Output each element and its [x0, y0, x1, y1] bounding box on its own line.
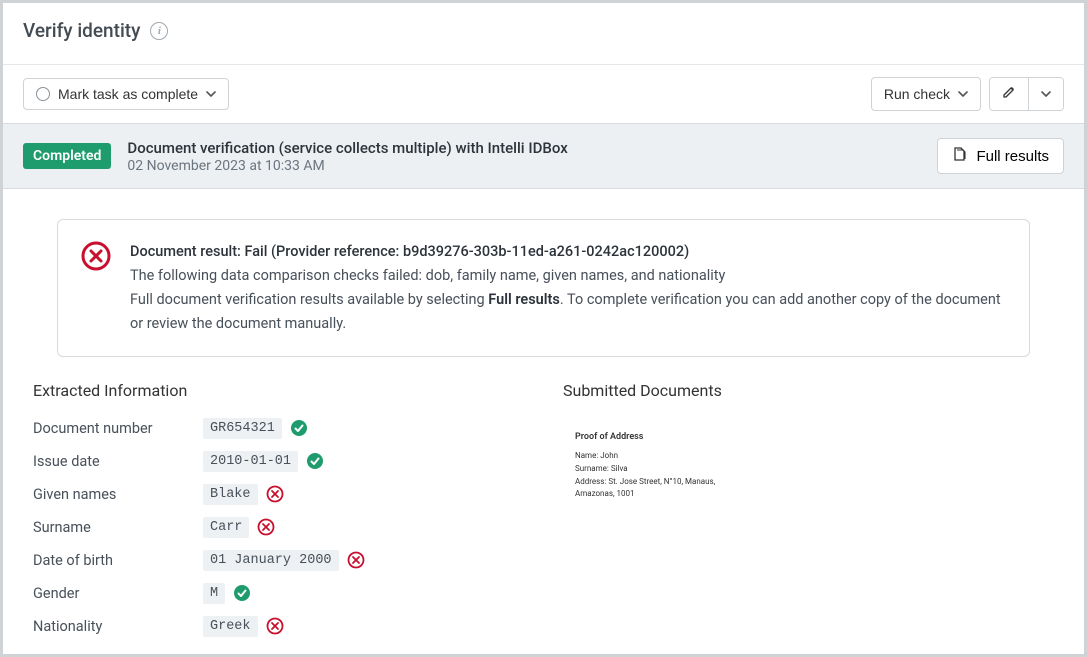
alert-line1: The following data comparison checks fai… [130, 264, 1007, 288]
result-alert: Document result: Fail (Provider referenc… [57, 219, 1030, 357]
edit-button[interactable] [990, 78, 1028, 110]
document-icon [952, 146, 968, 166]
field-row: Issue date2010-01-01 [33, 445, 523, 478]
status-title: Document verification (service collects … [127, 139, 567, 157]
chevron-down-icon [1041, 89, 1051, 99]
check-pass-icon [233, 584, 251, 602]
field-label: Nationality [33, 618, 203, 635]
field-value: Greek [203, 616, 258, 637]
field-row: GenderM [33, 577, 523, 610]
field-label: Gender [33, 585, 203, 602]
status-date: 02 November 2023 at 10:33 AM [127, 158, 567, 174]
edit-dropdown-button[interactable] [1028, 78, 1063, 110]
toolbar: Mark task as complete Run check [3, 65, 1084, 123]
pencil-icon [1002, 85, 1016, 103]
chevron-down-icon [958, 89, 968, 99]
radio-icon [36, 87, 50, 101]
page-title: Verify identity [23, 19, 140, 42]
field-row: Document numberGR654321 [33, 412, 523, 445]
info-icon[interactable]: i [150, 22, 168, 40]
document-thumbnail[interactable]: Proof of Address Name: John Surname: Sil… [563, 412, 753, 520]
status-badge: Completed [23, 143, 111, 169]
full-results-button[interactable]: Full results [937, 138, 1064, 174]
mark-complete-button[interactable]: Mark task as complete [23, 78, 229, 110]
field-value: M [203, 583, 225, 604]
doc-heading: Proof of Address [575, 430, 741, 444]
field-value: Blake [203, 484, 258, 505]
run-check-label: Run check [884, 86, 950, 102]
check-pass-icon [290, 419, 308, 437]
edit-split-button [989, 77, 1064, 111]
page-header: Verify identity i [3, 3, 1084, 65]
field-value: Carr [203, 517, 249, 538]
field-label: Surname [33, 519, 203, 536]
mark-complete-label: Mark task as complete [58, 86, 198, 102]
run-check-button[interactable]: Run check [871, 77, 981, 111]
full-results-label: Full results [976, 148, 1049, 165]
field-label: Given names [33, 486, 203, 503]
status-bar: Completed Document verification (service… [3, 123, 1084, 189]
field-row: SurnameCarr [33, 511, 523, 544]
field-value: 01 January 2000 [203, 550, 339, 571]
submitted-title: Submitted Documents [563, 381, 1054, 400]
extracted-title: Extracted Information [33, 381, 523, 400]
check-fail-icon [266, 485, 284, 503]
field-value: GR654321 [203, 418, 282, 439]
field-row: NationalityGreek [33, 610, 523, 643]
fail-icon [80, 240, 112, 272]
status-text: Document verification (service collects … [127, 139, 567, 174]
alert-title: Document result: Fail (Provider referenc… [130, 240, 1007, 264]
field-row: Given namesBlake [33, 478, 523, 511]
alert-line2: Full document verification results avail… [130, 288, 1007, 336]
field-label: Issue date [33, 453, 203, 470]
chevron-down-icon [206, 89, 216, 99]
check-pass-icon [306, 452, 324, 470]
check-fail-icon [266, 617, 284, 635]
field-label: Date of birth [33, 552, 203, 569]
field-value: 2010-01-01 [203, 451, 298, 472]
field-label: Document number [33, 420, 203, 437]
field-row: Date of birth01 January 2000 [33, 544, 523, 577]
check-fail-icon [347, 551, 365, 569]
check-fail-icon [257, 518, 275, 536]
